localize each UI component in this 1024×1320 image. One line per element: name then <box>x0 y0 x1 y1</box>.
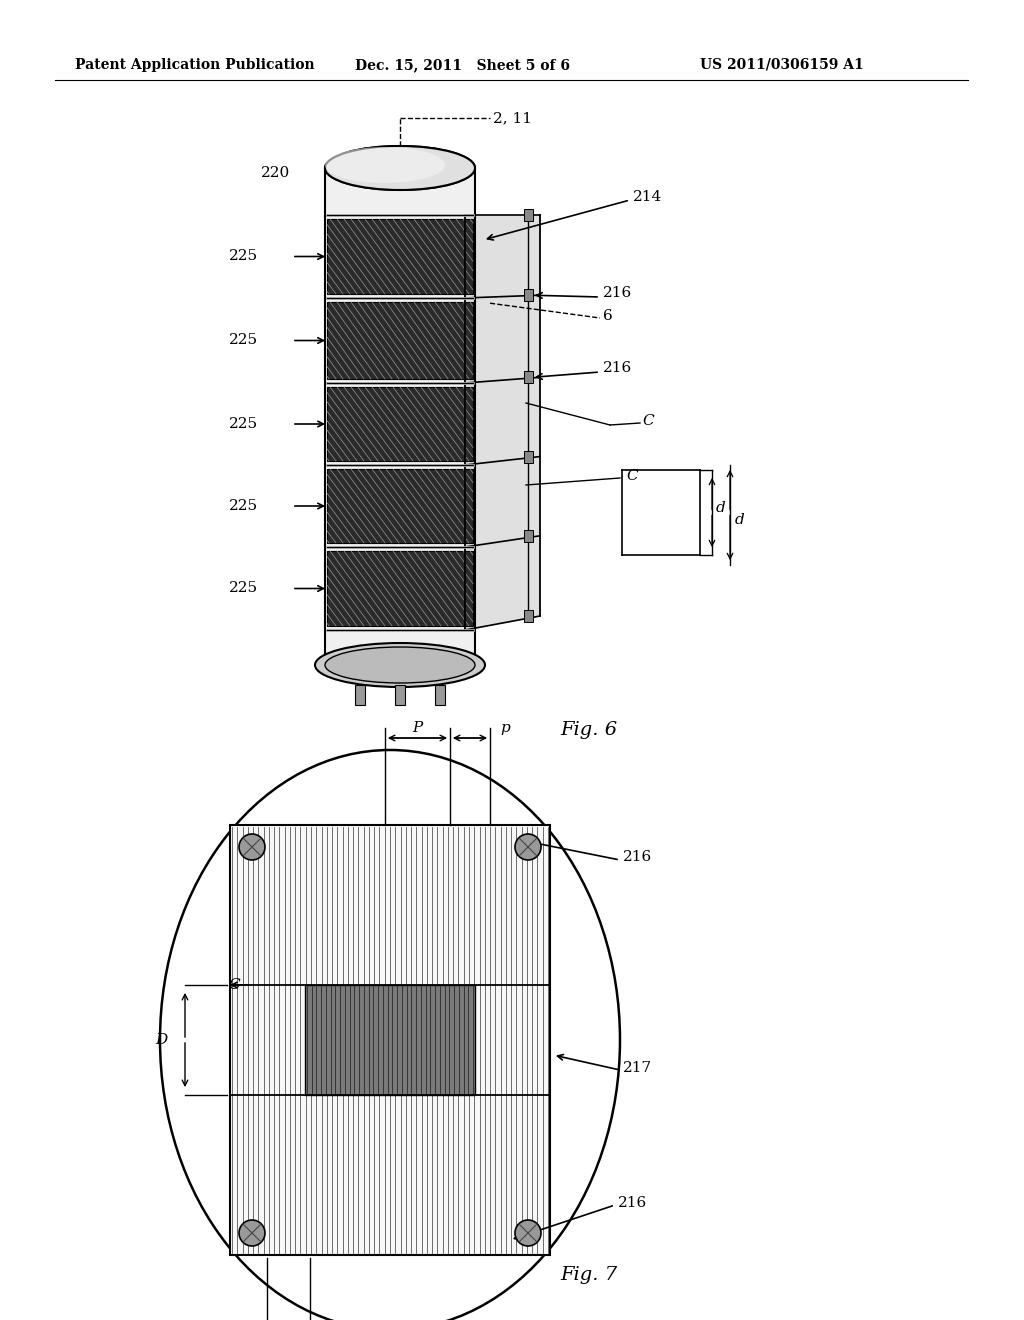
Bar <box>230 825 550 1255</box>
Bar <box>355 685 365 705</box>
Circle shape <box>515 1220 541 1246</box>
Polygon shape <box>465 215 540 298</box>
Text: Dec. 15, 2011   Sheet 5 of 6: Dec. 15, 2011 Sheet 5 of 6 <box>355 58 570 73</box>
Text: p: p <box>500 721 510 735</box>
Bar <box>327 550 473 626</box>
Circle shape <box>239 834 265 861</box>
Polygon shape <box>465 457 540 546</box>
Text: C: C <box>642 414 653 428</box>
Text: d: d <box>735 513 744 528</box>
Text: 225: 225 <box>229 417 258 432</box>
Ellipse shape <box>325 147 475 190</box>
Text: C: C <box>228 978 240 993</box>
Text: 225: 225 <box>229 249 258 264</box>
Text: C: C <box>626 469 638 483</box>
Text: 216: 216 <box>603 286 632 300</box>
Text: 6: 6 <box>603 309 612 323</box>
Text: 220: 220 <box>261 166 290 180</box>
Bar <box>325 168 475 665</box>
Text: 225: 225 <box>229 334 258 347</box>
Text: 214: 214 <box>633 190 663 205</box>
Text: 225: 225 <box>229 582 258 595</box>
Ellipse shape <box>325 647 475 682</box>
Bar <box>524 371 534 383</box>
Text: Patent Application Publication: Patent Application Publication <box>75 58 314 73</box>
Polygon shape <box>465 378 540 465</box>
Bar <box>327 469 473 543</box>
Text: P: P <box>413 721 423 735</box>
Polygon shape <box>465 536 540 630</box>
Text: 216: 216 <box>623 850 652 865</box>
Text: 2, 11: 2, 11 <box>493 111 532 125</box>
Text: US 2011/0306159 A1: US 2011/0306159 A1 <box>700 58 864 73</box>
Bar <box>327 219 473 294</box>
Text: D: D <box>155 1034 167 1047</box>
Ellipse shape <box>325 147 475 190</box>
Circle shape <box>239 1220 265 1246</box>
Bar <box>524 529 534 541</box>
Ellipse shape <box>160 750 620 1320</box>
Ellipse shape <box>325 147 445 183</box>
Text: 216: 216 <box>618 1196 647 1210</box>
Bar <box>327 387 473 461</box>
Bar <box>524 450 534 462</box>
Text: Fig. 6: Fig. 6 <box>560 721 617 739</box>
Circle shape <box>515 834 541 861</box>
Text: 216: 216 <box>603 360 632 375</box>
Bar <box>305 985 475 1096</box>
Bar <box>327 302 473 379</box>
Bar <box>395 685 406 705</box>
Polygon shape <box>465 296 540 383</box>
Text: 217: 217 <box>623 1061 652 1074</box>
Bar <box>524 289 534 301</box>
Bar <box>524 209 534 220</box>
Text: Fig. 7: Fig. 7 <box>560 1266 617 1284</box>
Ellipse shape <box>315 643 485 686</box>
Text: 225: 225 <box>229 499 258 513</box>
Bar <box>524 610 534 622</box>
Bar <box>435 685 445 705</box>
Text: d: d <box>716 500 726 515</box>
